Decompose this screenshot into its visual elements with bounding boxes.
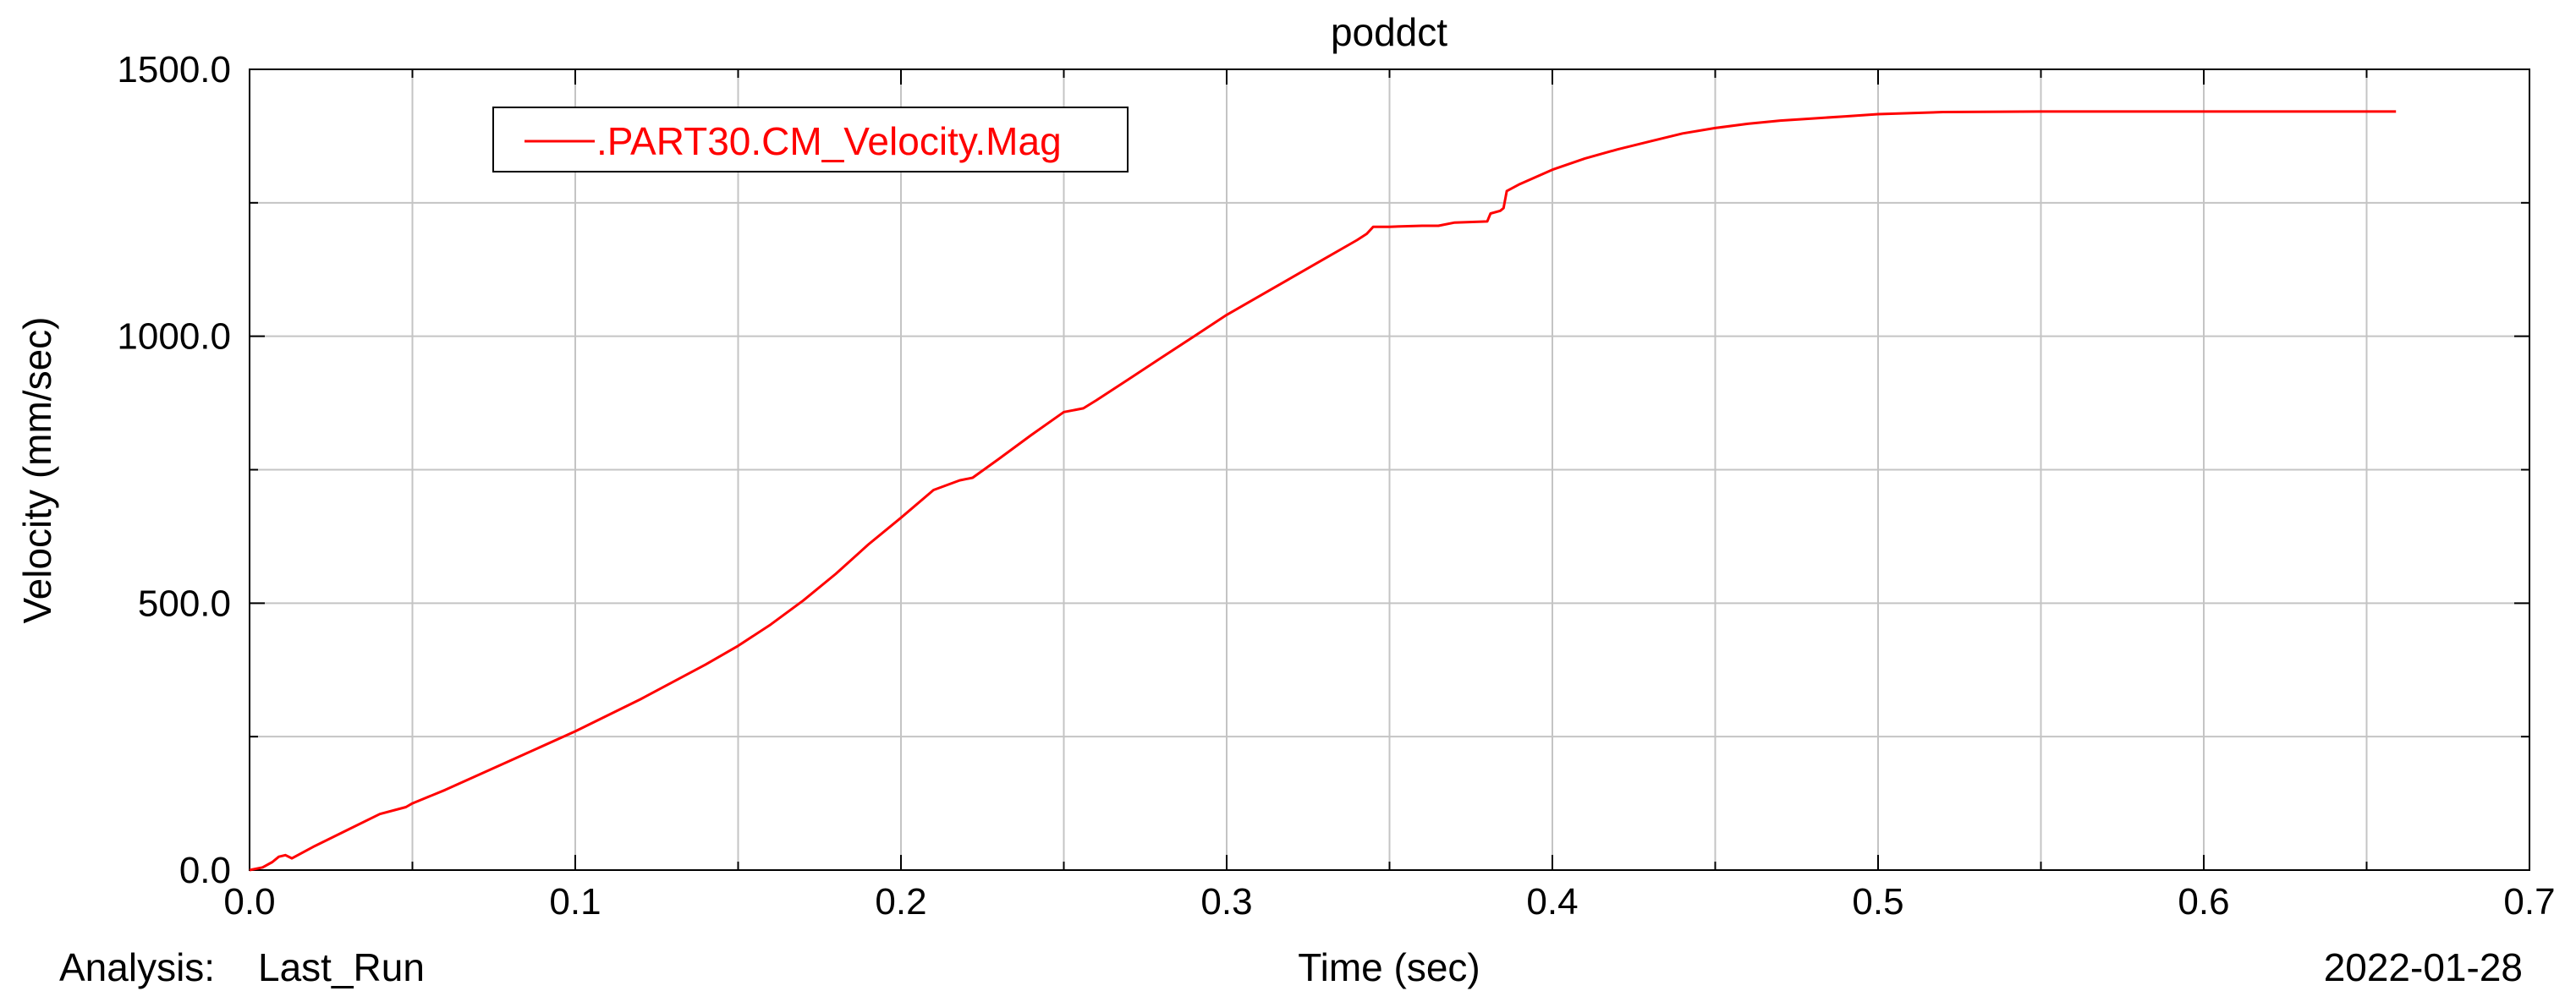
y-tick-labels: 0.0 500.0 1000.0 1500.0: [117, 49, 231, 891]
x-tick-labels: 0.0 0.1 0.2 0.3 0.4 0.5 0.6 0.7: [223, 881, 2555, 923]
series-line-0: [249, 110, 2397, 872]
x-tick-label: 0.4: [1526, 881, 1578, 923]
legend-label: .PART30.CM_Velocity.Mag: [596, 119, 1062, 163]
y-tick-label: 1500.0: [117, 49, 231, 90]
x-tick-label: 0.0: [223, 881, 275, 923]
x-tick-label: 0.1: [549, 881, 601, 923]
x-tick-label: 0.3: [1200, 881, 1252, 923]
y-tick-label: 500.0: [138, 583, 231, 624]
legend: .PART30.CM_Velocity.Mag: [492, 107, 1129, 172]
x-tick-label: 0.7: [2503, 881, 2555, 923]
analysis-label: Analysis:: [59, 945, 215, 989]
grid-lines: [250, 69, 2529, 870]
x-tick-label: 0.2: [875, 881, 926, 923]
x-tick-label: 0.6: [2178, 881, 2229, 923]
series-lines: [249, 110, 2397, 872]
axis-ticks: [249, 68, 2530, 871]
date-label: 2022-01-28: [2324, 945, 2523, 989]
chart-title: poddct: [1331, 10, 1447, 54]
y-tick-label: 0.0: [179, 850, 231, 891]
y-axis-title: Velocity (mm/sec): [15, 317, 59, 624]
y-tick-label: 1000.0: [117, 316, 231, 358]
legend-box: [492, 107, 1129, 172]
analysis-value: Last_Run: [258, 945, 425, 989]
x-tick-label: 0.5: [1852, 881, 1903, 923]
x-axis-title: Time (sec): [1298, 945, 1480, 989]
